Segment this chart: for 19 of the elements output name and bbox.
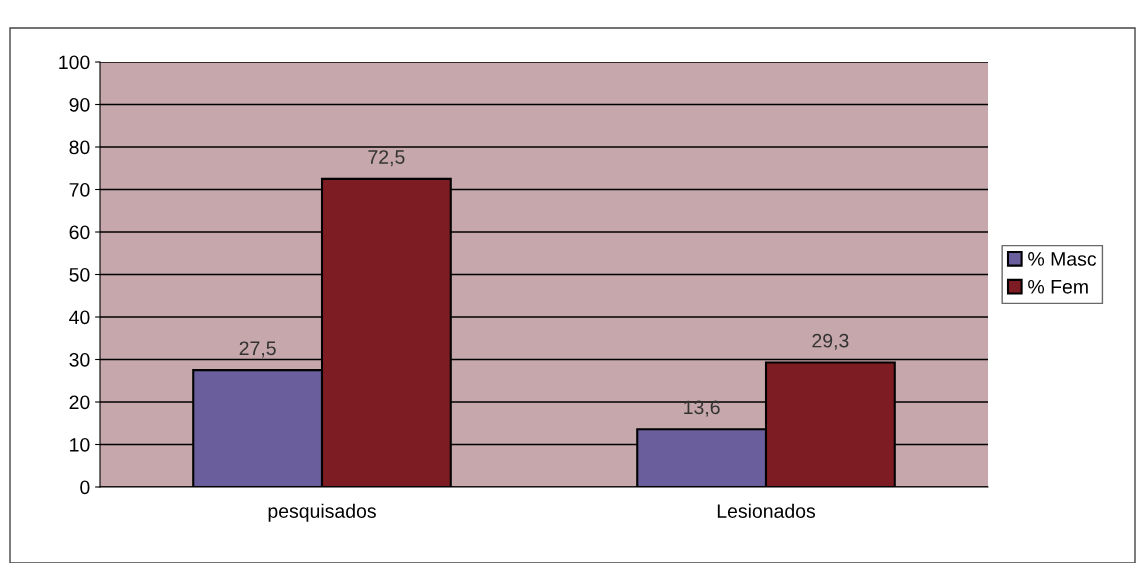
legend-label: % Fem [1028, 279, 1088, 294]
y-tick-label: 90 [69, 97, 90, 112]
y-tick-label: 40 [69, 310, 90, 325]
x-tick-label: pesquisados [268, 503, 376, 522]
data-label: 72,5 [368, 150, 405, 167]
x-tick-label: Lesionados [717, 503, 816, 518]
y-tick-label: 50 [69, 267, 90, 282]
data-label: 27,5 [239, 341, 276, 358]
y-tick-label: 100 [59, 55, 90, 70]
y-tick-label: 80 [69, 140, 90, 155]
y-tick-label: 70 [69, 182, 90, 197]
data-label: 13,6 [684, 400, 720, 417]
y-tick-label: 60 [69, 225, 90, 240]
legend-label: % Masc [1028, 252, 1097, 266]
y-tick-label: 10 [70, 437, 90, 452]
data-label: 29,3 [812, 333, 849, 350]
y-tick-label: 20 [69, 395, 90, 410]
y-tick-label: 0 [80, 480, 90, 495]
y-tick-label: 30 [69, 352, 90, 367]
